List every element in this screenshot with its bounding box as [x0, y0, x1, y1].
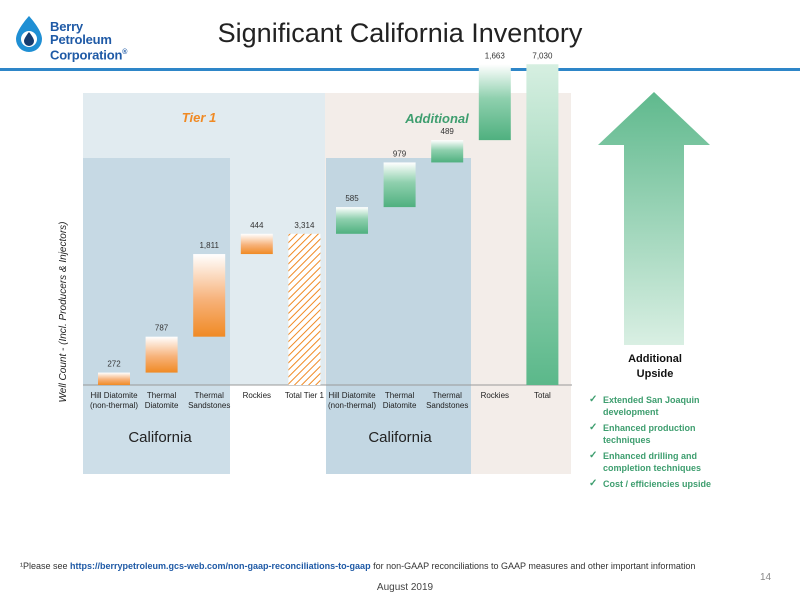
check-icon: ✓ — [589, 450, 598, 461]
x-tick-label: Hill Diatomite (non-thermal) — [328, 391, 376, 410]
bar-value-label: 272 — [107, 360, 121, 369]
upside-arrow-icon — [598, 92, 710, 345]
bar — [383, 162, 416, 208]
upside-bullet: ✓ Enhanced production techniques — [589, 422, 729, 446]
logo-line-3: Corporation® — [50, 47, 128, 63]
upside-bullet-text: Enhanced drilling and completion techniq… — [603, 451, 702, 473]
x-tick-label: Hill Diatomite (non-thermal) — [90, 391, 138, 410]
page-number: 14 — [760, 572, 772, 583]
bar-value-label: 7,030 — [532, 51, 553, 60]
logo-line-1: Berry — [50, 19, 83, 34]
x-tick-label: Total — [534, 391, 551, 400]
x-tick-label: Rockies — [481, 391, 509, 400]
tier1-header: Tier 1 — [182, 110, 216, 125]
footnote-suffix: for non-GAAP reconciliations to GAAP mea… — [370, 561, 696, 571]
bar — [98, 372, 130, 385]
bar-value-label: 444 — [250, 221, 264, 230]
additional-header: Additional — [404, 111, 469, 126]
bar — [240, 233, 273, 255]
additional-panel-lower — [471, 385, 571, 474]
bar — [336, 207, 368, 234]
bar-value-label: 585 — [345, 194, 359, 203]
company-logo: Berry Petroleum Corporation® — [12, 14, 152, 64]
x-tick-label: Thermal Sandstones — [426, 391, 468, 410]
x-tick-label: Total Tier 1 — [285, 391, 325, 400]
check-icon: ✓ — [589, 422, 598, 433]
upside-bullets: ✓ Extended San Joaquin development ✓ Enhan… — [589, 394, 729, 494]
upside-bullet-text: Extended San Joaquin development — [603, 395, 700, 417]
bar — [431, 140, 464, 163]
upside-title: Additional Upside — [600, 352, 710, 382]
footer-date: August 2019 — [376, 582, 434, 593]
tier1-region-label: California — [128, 429, 192, 446]
bar-value-label: 1,663 — [485, 51, 506, 60]
bars-layer: 272 Hill Diatomite (non-thermal) 787 Thermal… — [90, 51, 559, 410]
footnote-prefix: ¹Please see — [20, 561, 71, 571]
y-axis-label: Well Count - (Incl. Producers & Injector… — [58, 222, 69, 403]
upside-bullet-text: Enhanced production techniques — [603, 423, 696, 445]
logo-wordmark: Berry Petroleum Corporation® — [50, 20, 127, 61]
page-title: Significant California Inventory — [217, 18, 583, 48]
bar-value-label: 1,811 — [199, 241, 219, 250]
oil-drop-icon — [16, 16, 42, 52]
logo-line-2: Petroleum — [50, 32, 112, 47]
footnote: ¹Please see https://berrypetroleum.gcs-w… — [20, 561, 695, 571]
bar-value-label: 787 — [155, 324, 169, 333]
bar — [145, 336, 178, 373]
bar-value-label: 489 — [441, 127, 455, 136]
x-tick-label: Thermal Diatomite — [383, 391, 417, 410]
upside-bullet: ✓ Cost / efficiencies upside — [589, 478, 729, 490]
bar — [478, 64, 511, 141]
header-divider — [0, 68, 800, 71]
check-icon: ✓ — [589, 394, 598, 405]
upside-title-line-2: Upside — [636, 368, 674, 380]
bar — [526, 64, 559, 385]
bar-value-label: 979 — [393, 149, 407, 158]
upside-bullet-text: Cost / efficiencies upside — [603, 479, 712, 489]
x-tick-label: Thermal Diatomite — [145, 391, 179, 410]
x-tick-label: Thermal Sandstones — [188, 391, 230, 410]
footnote-link[interactable]: https://berrypetroleum.gcs-web.com/non-g… — [70, 561, 371, 571]
x-tick-label: Rockies — [243, 391, 271, 400]
bar — [193, 254, 226, 337]
upside-bullet: ✓ Extended San Joaquin development — [589, 394, 729, 418]
check-icon: ✓ — [589, 478, 598, 489]
bar-value-label: 3,314 — [294, 221, 315, 230]
additional-region-label: California — [368, 429, 432, 446]
upside-bullet: ✓ Enhanced drilling and completion techni… — [589, 450, 729, 474]
bar — [288, 233, 321, 385]
upside-title-line-1: Additional — [628, 353, 682, 365]
